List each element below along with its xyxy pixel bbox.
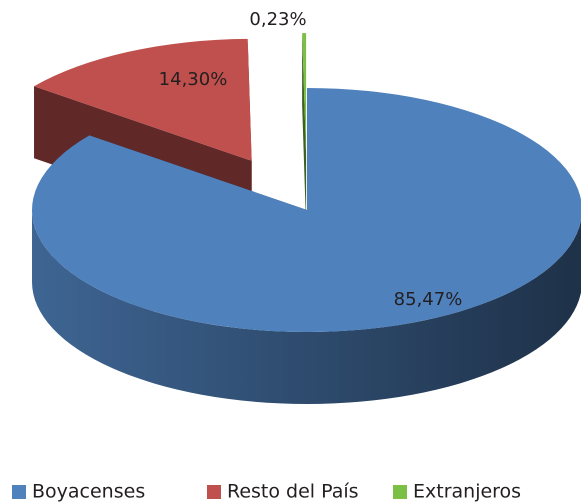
data-label: 0,23% [249,9,306,30]
slice-radial-side [302,33,307,228]
legend-label: Extranjeros [413,481,521,503]
legend-label: Resto del País [227,481,359,503]
slice-outer-side [32,210,581,404]
legend-label: Boyacenses [32,481,145,503]
data-label: 85,47% [394,289,463,310]
slice [302,33,307,156]
slice [32,88,581,332]
data-label: 14,30% [159,69,228,90]
legend-swatch [12,485,26,499]
legend-swatch [207,485,221,499]
slice [34,38,252,161]
legend-swatch [393,485,407,499]
